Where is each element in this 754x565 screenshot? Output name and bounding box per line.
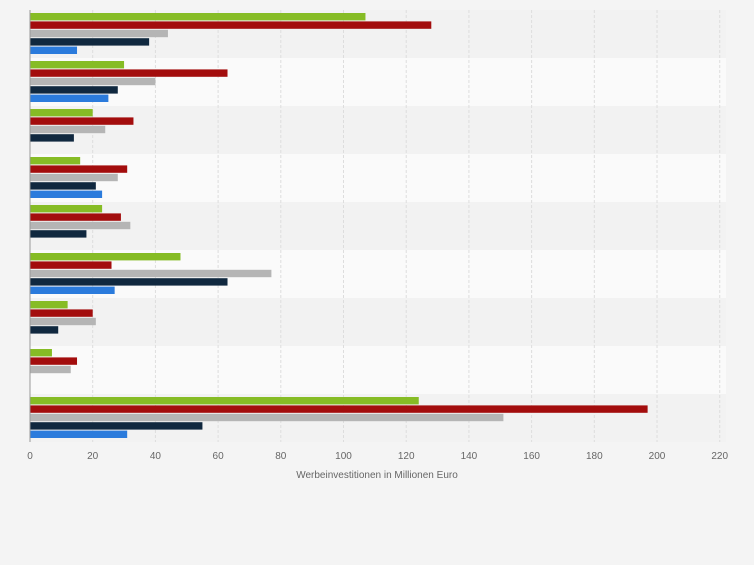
x-tick-label: 140 <box>461 451 478 462</box>
bar[interactable] <box>30 309 93 317</box>
bar[interactable] <box>30 109 93 117</box>
bar[interactable] <box>30 301 68 309</box>
bar[interactable] <box>30 69 228 77</box>
bar[interactable] <box>30 230 87 238</box>
bar[interactable] <box>30 261 112 269</box>
bar[interactable] <box>30 38 150 46</box>
bar[interactable] <box>30 77 156 86</box>
bar[interactable] <box>30 46 78 54</box>
bar[interactable] <box>30 182 96 190</box>
bar[interactable] <box>30 213 121 221</box>
bar[interactable] <box>30 134 74 142</box>
bar[interactable] <box>30 278 228 286</box>
category-band <box>30 346 726 394</box>
bar[interactable] <box>30 349 52 357</box>
bar[interactable] <box>30 157 81 165</box>
bar[interactable] <box>30 165 128 173</box>
category-band <box>30 154 726 202</box>
bar[interactable] <box>30 21 432 29</box>
bar[interactable] <box>30 117 134 125</box>
bar[interactable] <box>30 286 115 294</box>
x-tick-label: 120 <box>398 451 415 462</box>
bar[interactable] <box>30 326 59 334</box>
bar[interactable] <box>30 397 419 405</box>
x-tick-label: 220 <box>711 451 728 462</box>
x-tick-label: 80 <box>275 451 287 462</box>
category-band <box>30 202 726 250</box>
bar[interactable] <box>30 13 366 21</box>
bar[interactable] <box>30 86 118 94</box>
bar[interactable] <box>30 173 118 182</box>
bar[interactable] <box>30 29 168 38</box>
x-tick-label: 100 <box>335 451 352 462</box>
bar[interactable] <box>30 221 131 230</box>
x-tick-label: 20 <box>87 451 99 462</box>
bar[interactable] <box>30 357 78 365</box>
bar[interactable] <box>30 317 96 326</box>
x-tick-label: 0 <box>27 451 33 462</box>
bar[interactable] <box>30 405 648 413</box>
bar[interactable] <box>30 61 125 69</box>
x-tick-label: 60 <box>213 451 225 462</box>
x-tick-label: 40 <box>150 451 162 462</box>
bar[interactable] <box>30 365 71 374</box>
bar[interactable] <box>30 413 504 422</box>
bar[interactable] <box>30 125 106 134</box>
x-tick-label: 180 <box>586 451 603 462</box>
bar[interactable] <box>30 430 128 438</box>
x-tick-label: 200 <box>649 451 666 462</box>
bar[interactable] <box>30 253 181 261</box>
bar[interactable] <box>30 190 103 198</box>
x-axis-label: Werbeinvestitionen in Millionen Euro <box>296 470 458 481</box>
category-band <box>30 106 726 154</box>
bar[interactable] <box>30 205 103 213</box>
x-tick-label: 160 <box>523 451 540 462</box>
category-band <box>30 298 726 346</box>
bar[interactable] <box>30 269 272 278</box>
bar[interactable] <box>30 422 203 430</box>
bar[interactable] <box>30 94 109 102</box>
